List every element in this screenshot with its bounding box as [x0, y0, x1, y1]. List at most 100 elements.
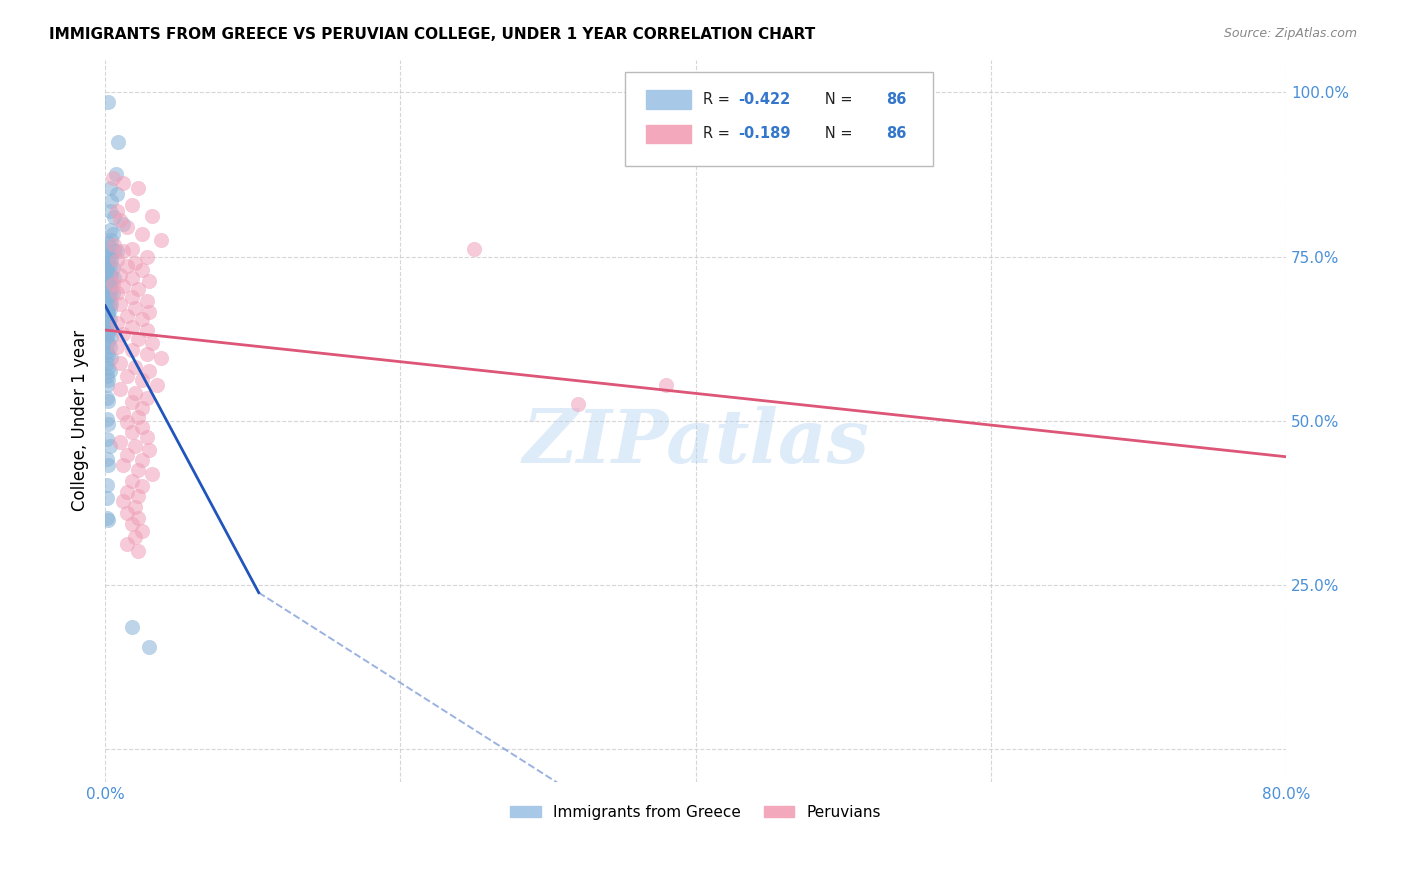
Point	[103, 243, 125, 257]
Point	[96, 344, 118, 359]
Point	[100, 252, 122, 267]
Point	[97, 301, 120, 315]
Point	[98, 322, 121, 336]
Point	[97, 289, 120, 303]
Point	[127, 410, 149, 425]
Point	[96, 292, 118, 306]
Point	[97, 310, 120, 324]
Point	[97, 336, 120, 351]
Point	[121, 474, 143, 488]
Point	[97, 513, 120, 527]
Text: R =: R =	[703, 127, 734, 142]
Point	[117, 309, 139, 323]
Point	[96, 451, 118, 466]
Point	[104, 168, 127, 182]
Point	[117, 415, 139, 429]
Point	[131, 453, 153, 467]
Point	[98, 290, 121, 304]
Point	[131, 373, 153, 387]
Text: N =: N =	[811, 92, 858, 107]
Point	[97, 280, 120, 294]
Point	[97, 417, 120, 431]
Y-axis label: College, Under 1 year: College, Under 1 year	[72, 330, 89, 511]
Point	[98, 282, 121, 296]
Point	[98, 276, 121, 290]
Point	[97, 257, 120, 271]
Point	[97, 315, 120, 329]
Text: -0.189: -0.189	[738, 127, 790, 142]
Point	[131, 401, 153, 415]
Point	[98, 180, 121, 194]
Point	[111, 217, 134, 231]
Point	[96, 256, 118, 270]
Point	[117, 260, 139, 274]
Point	[108, 213, 131, 227]
Point	[103, 270, 125, 285]
Point	[131, 227, 153, 241]
Point	[97, 348, 120, 362]
Point	[124, 256, 146, 270]
Point	[124, 531, 146, 545]
Point	[105, 317, 128, 331]
Point	[150, 233, 173, 247]
Point	[96, 272, 118, 286]
Point	[121, 517, 143, 532]
Point	[105, 285, 128, 300]
Point	[105, 252, 128, 267]
Point	[111, 244, 134, 259]
Point	[127, 332, 149, 346]
Point	[101, 261, 124, 276]
Point	[108, 268, 131, 282]
Point	[131, 311, 153, 326]
Point	[98, 203, 121, 218]
Point	[121, 290, 143, 304]
Point	[96, 510, 118, 524]
Point	[146, 377, 169, 392]
Point	[96, 264, 118, 278]
Point	[98, 311, 121, 326]
Point	[141, 467, 163, 482]
Point	[97, 250, 120, 264]
Point	[97, 266, 120, 280]
Point	[105, 340, 128, 354]
Point	[96, 478, 118, 492]
Point	[567, 397, 589, 411]
Text: R =: R =	[703, 92, 734, 107]
Point	[98, 223, 121, 237]
Point	[127, 180, 149, 194]
Point	[121, 270, 143, 285]
Point	[121, 242, 143, 256]
Point	[103, 210, 125, 224]
Point	[98, 364, 121, 378]
Point	[96, 314, 118, 328]
Text: N =: N =	[811, 127, 858, 142]
Point	[121, 320, 143, 334]
Point	[107, 135, 129, 149]
Point	[111, 176, 134, 190]
Point	[96, 309, 118, 323]
Point	[97, 294, 120, 309]
Point	[96, 369, 118, 384]
Point	[111, 458, 134, 473]
Point	[98, 340, 121, 354]
Point	[100, 269, 122, 284]
Point	[97, 393, 120, 408]
Point	[96, 325, 118, 339]
Point	[98, 439, 121, 453]
Point	[96, 318, 118, 333]
Point	[100, 277, 122, 291]
Point	[101, 285, 124, 300]
Point	[101, 170, 124, 185]
Point	[138, 364, 160, 378]
Point	[127, 543, 149, 558]
Point	[150, 351, 173, 366]
Point	[101, 227, 124, 241]
Point	[124, 500, 146, 515]
Point	[121, 395, 143, 409]
Point	[97, 326, 120, 341]
Point	[103, 237, 125, 252]
Point	[121, 198, 143, 212]
Point	[463, 242, 485, 256]
Point	[111, 326, 134, 341]
Point	[127, 463, 149, 477]
